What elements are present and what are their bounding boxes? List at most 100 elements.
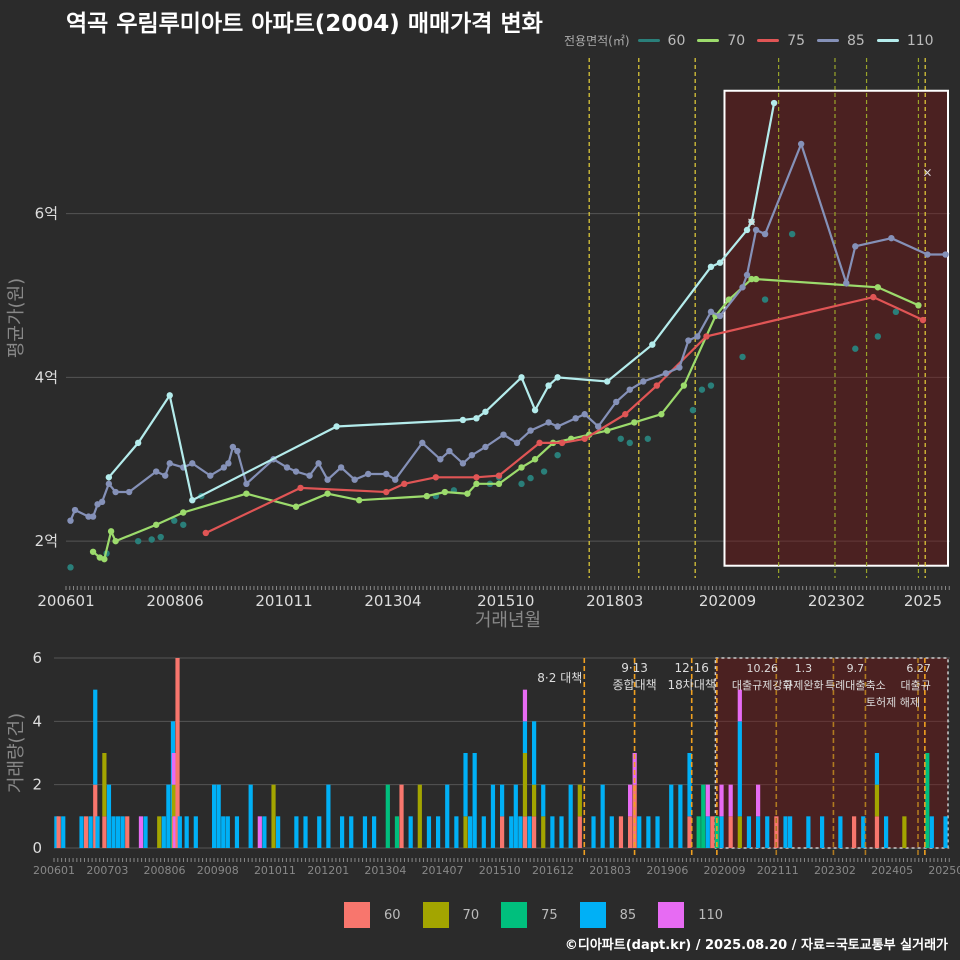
volume-bar-85 xyxy=(943,816,948,848)
volume-bar-70 xyxy=(171,784,176,817)
bar-x-tick-label: 200908 xyxy=(197,864,239,877)
x-tick-label: 202302 xyxy=(808,592,865,610)
volume-bar-110 xyxy=(138,816,144,848)
policy-label: 대출규 xyxy=(900,679,930,692)
x-tick-label: 2025 xyxy=(904,592,942,610)
volume-bar-60 xyxy=(399,784,404,848)
volume-bar-110 xyxy=(632,753,637,785)
data-point-85 xyxy=(545,419,552,426)
data-point-85 xyxy=(324,476,331,483)
volume-bar-85 xyxy=(79,816,84,848)
volume-bar-85 xyxy=(513,784,518,848)
data-point-70 xyxy=(915,302,922,309)
volume-bar-85 xyxy=(212,784,217,848)
data-point-60 xyxy=(157,533,164,541)
volume-bar-85 xyxy=(861,816,866,848)
data-point-85 xyxy=(513,439,521,447)
legend-item-85: 85 xyxy=(817,33,865,49)
data-point-85 xyxy=(306,472,313,479)
data-point-85 xyxy=(843,279,850,287)
volume-bar-60 xyxy=(632,784,637,848)
volume-bar-75 xyxy=(714,816,720,848)
data-point-110 xyxy=(459,416,467,424)
data-point-85 xyxy=(743,271,751,279)
volume-bar-85 xyxy=(591,816,596,848)
data-point-70 xyxy=(531,456,539,463)
volume-bar-85 xyxy=(518,816,523,848)
data-point-85 xyxy=(595,423,602,430)
bar-x-tick-label: 201201 xyxy=(307,864,349,877)
bar-legend-item-75: 75 xyxy=(501,902,558,928)
volume-bar-85 xyxy=(408,816,413,848)
data-point-85 xyxy=(626,386,633,393)
volume-bar-85 xyxy=(788,816,793,848)
data-point-110 xyxy=(531,406,539,414)
volume-bar-70 xyxy=(737,816,742,848)
volume-bar-85 xyxy=(637,816,642,848)
volume-bar-85 xyxy=(445,784,450,848)
policy-label: 8·2 대책 xyxy=(537,670,582,685)
data-point-85 xyxy=(283,464,291,471)
volume-bar-60 xyxy=(577,816,582,848)
data-point-85 xyxy=(105,480,113,488)
bar-x-tick-label: 200806 xyxy=(143,864,185,877)
data-point-110 xyxy=(333,423,340,430)
data-point-85 xyxy=(446,447,453,455)
policy-label: 12·16 xyxy=(675,661,709,675)
policy-label: 종합대책 xyxy=(612,677,656,692)
volume-bar-75 xyxy=(701,784,706,848)
data-point-85 xyxy=(383,470,390,478)
data-point-85 xyxy=(685,337,692,344)
volume-bar-60 xyxy=(93,784,98,848)
bar-y-tick-label: 2 xyxy=(32,776,42,794)
volume-bar-70 xyxy=(902,816,907,848)
data-point-85 xyxy=(189,460,196,467)
volume-bar-85 xyxy=(349,816,354,848)
data-point-60 xyxy=(698,386,706,393)
volume-bar-70 xyxy=(874,784,880,817)
volume-bar-85 xyxy=(737,721,742,817)
volume-bar-85 xyxy=(490,784,496,848)
data-point-85 xyxy=(112,488,119,496)
volume-bar-110 xyxy=(737,689,742,722)
data-point-85 xyxy=(707,308,715,316)
data-point-85 xyxy=(572,415,579,422)
data-point-110 xyxy=(545,382,552,389)
x-tick-label: 200806 xyxy=(146,592,203,610)
bar-x-tick-label: 202302 xyxy=(814,864,856,877)
bar-x-tick-label: 202405 xyxy=(871,864,913,877)
volume-bar-85 xyxy=(116,816,121,848)
volume-bar-85 xyxy=(929,816,934,848)
volume-bar-85 xyxy=(527,816,532,848)
legend-title: 전용면적(㎡) xyxy=(564,34,630,48)
data-point-75 xyxy=(495,472,503,479)
data-point-70 xyxy=(473,480,480,488)
data-point-85 xyxy=(85,513,92,520)
volume-bar-85 xyxy=(161,816,166,848)
volume-bar-70 xyxy=(271,784,276,848)
data-point-85 xyxy=(888,234,895,242)
data-point-70 xyxy=(153,521,160,528)
volume-bar-85 xyxy=(783,816,788,848)
volume-bar-85 xyxy=(820,816,825,848)
volume-bar-85 xyxy=(216,784,221,848)
volume-bar-85 xyxy=(765,816,770,848)
volume-bar-85 xyxy=(120,816,125,848)
data-point-85 xyxy=(220,464,228,471)
data-point-85 xyxy=(351,476,358,483)
volume-bar-85 xyxy=(61,816,66,848)
bar-x-tick-label: 201510 xyxy=(479,864,521,877)
data-point-110 xyxy=(604,378,611,385)
data-point-70 xyxy=(441,488,449,496)
volume-bar-60 xyxy=(84,816,89,848)
bar-legend-label-70: 70 xyxy=(462,907,480,923)
bar-legend-label-110: 110 xyxy=(698,907,724,923)
data-point-85 xyxy=(419,439,426,447)
volume-bar-85 xyxy=(294,816,299,848)
volume-bar-85 xyxy=(326,784,331,848)
data-point-85 xyxy=(554,423,561,430)
data-point-110 xyxy=(189,497,196,504)
data-point-70 xyxy=(495,480,503,488)
volume-bar-70 xyxy=(532,784,537,817)
